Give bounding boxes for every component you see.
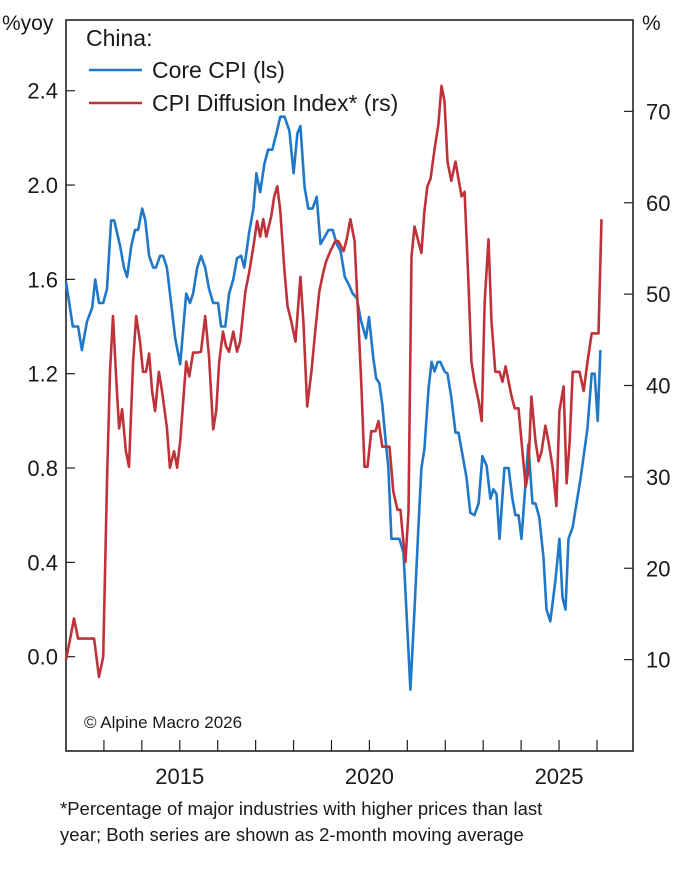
- left-tick-label: 2.4: [27, 79, 58, 104]
- x-axis: 2015 2020 2025: [103, 740, 598, 789]
- series-line-diffusion-index: [64, 84, 603, 679]
- legend: China: Core CPI (ls) CPI Diffusion Index…: [86, 25, 398, 116]
- left-tick-label: 1.2: [27, 362, 58, 387]
- right-tick-label: 40: [646, 374, 670, 399]
- right-axis-unit: %: [642, 12, 661, 35]
- x-tick-label: 2025: [535, 764, 584, 789]
- footnote-line-1: *Percentage of major industries with hig…: [60, 798, 543, 819]
- x-tick-label: 2020: [345, 764, 394, 789]
- footnote-line-2: year; Both series are shown as 2-month m…: [60, 824, 524, 845]
- right-axis: 10 20 30 40 50 60 70: [624, 99, 670, 673]
- copyright: © Alpine Macro 2026: [84, 713, 242, 732]
- left-axis-unit: %yoy: [2, 12, 54, 35]
- legend-label-core-cpi: Core CPI (ls): [152, 57, 285, 83]
- right-tick-label: 20: [646, 556, 670, 581]
- x-tick-label: 2015: [155, 764, 204, 789]
- legend-title: China:: [86, 25, 152, 51]
- right-tick-label: 10: [646, 648, 670, 673]
- right-tick-label: 70: [646, 99, 670, 124]
- left-tick-label: 0.0: [27, 645, 58, 670]
- series-line-core-cpi: [64, 115, 602, 691]
- right-tick-label: 30: [646, 465, 670, 490]
- footnote: *Percentage of major industries with hig…: [60, 796, 690, 848]
- right-tick-label: 60: [646, 191, 670, 216]
- left-tick-label: 2.0: [27, 173, 58, 198]
- chart: %yoy % 0.0 0.4 0.8 1.2 1.6 2.0 2.4 10 20 30 40 50 6…: [2, 12, 670, 789]
- legend-label-diffusion-index: CPI Diffusion Index* (rs): [152, 90, 398, 116]
- left-tick-label: 0.4: [27, 550, 58, 575]
- series-layer: [64, 84, 603, 691]
- left-tick-label: 0.8: [27, 456, 58, 481]
- left-tick-label: 1.6: [27, 267, 58, 292]
- left-axis: 0.0 0.4 0.8 1.2 1.6 2.0 2.4: [27, 79, 75, 670]
- right-tick-label: 50: [646, 282, 670, 307]
